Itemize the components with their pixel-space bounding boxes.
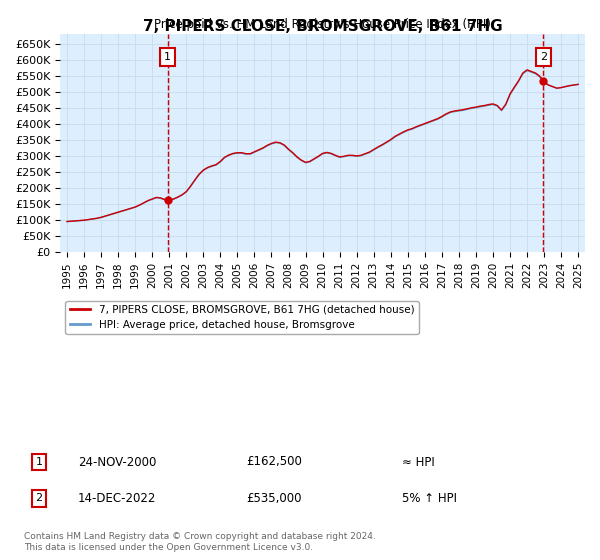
Text: 14-DEC-2022: 14-DEC-2022 xyxy=(78,492,157,505)
Text: Contains HM Land Registry data © Crown copyright and database right 2024.
This d: Contains HM Land Registry data © Crown c… xyxy=(24,532,376,552)
Text: ≈ HPI: ≈ HPI xyxy=(402,455,435,469)
Legend: 7, PIPERS CLOSE, BROMSGROVE, B61 7HG (detached house), HPI: Average price, detac: 7, PIPERS CLOSE, BROMSGROVE, B61 7HG (de… xyxy=(65,301,419,334)
Text: 24-NOV-2000: 24-NOV-2000 xyxy=(78,455,157,469)
Text: 1: 1 xyxy=(164,52,171,62)
Title: 7, PIPERS CLOSE, BROMSGROVE, B61 7HG: 7, PIPERS CLOSE, BROMSGROVE, B61 7HG xyxy=(143,20,502,35)
Text: 2: 2 xyxy=(539,52,547,62)
Text: Price paid vs. HM Land Registry's House Price Index (HPI): Price paid vs. HM Land Registry's House … xyxy=(154,18,491,31)
Text: £162,500: £162,500 xyxy=(246,455,302,469)
Text: £535,000: £535,000 xyxy=(246,492,302,505)
Text: 5% ↑ HPI: 5% ↑ HPI xyxy=(402,492,457,505)
Text: 1: 1 xyxy=(35,457,43,467)
Text: 2: 2 xyxy=(35,493,43,503)
